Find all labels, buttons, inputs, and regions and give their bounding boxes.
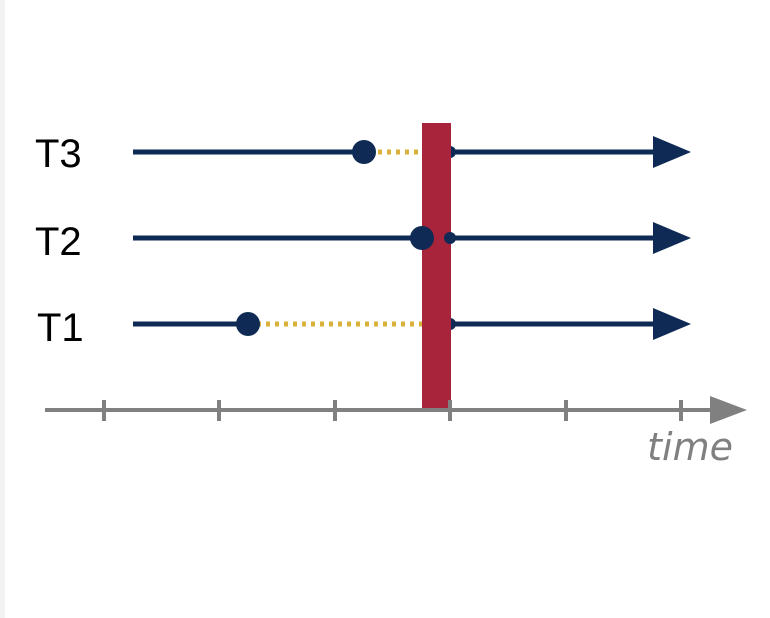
thread-t3-arrowhead bbox=[653, 136, 691, 168]
thread-t1-arrowhead bbox=[653, 308, 691, 340]
diagram-canvas: T3 T2 T1 time bbox=[35, 123, 747, 469]
thread-label-t2: T2 bbox=[35, 220, 82, 264]
thread-t2-release-dot bbox=[444, 232, 456, 244]
thread-t3-arrival-dot bbox=[352, 140, 376, 164]
time-axis: time bbox=[45, 396, 747, 469]
thread-t1-arrival-dot bbox=[236, 312, 260, 336]
thread-t2-arrival-dot bbox=[410, 226, 434, 250]
thread-t1: T1 bbox=[37, 306, 691, 350]
barrier-diagram: T3 T2 T1 time bbox=[5, 0, 770, 618]
thread-t2-arrowhead bbox=[653, 222, 691, 254]
time-axis-label: time bbox=[647, 425, 733, 469]
thread-t3: T3 bbox=[35, 132, 691, 176]
thread-label-t3: T3 bbox=[35, 132, 82, 176]
thread-t2: T2 bbox=[35, 220, 691, 264]
barrier-bar bbox=[422, 123, 451, 410]
time-axis-arrowhead bbox=[710, 396, 747, 424]
thread-label-t1: T1 bbox=[37, 306, 84, 350]
